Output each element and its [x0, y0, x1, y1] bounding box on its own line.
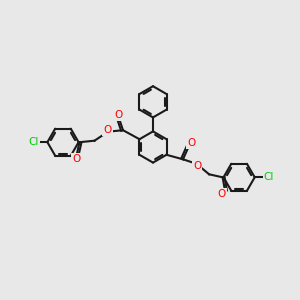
Text: O: O [217, 189, 226, 199]
Text: O: O [193, 161, 201, 171]
Text: Cl: Cl [28, 137, 38, 147]
Text: O: O [103, 125, 112, 135]
Text: O: O [114, 110, 123, 120]
Text: O: O [187, 138, 195, 148]
Text: O: O [72, 154, 81, 164]
Text: Cl: Cl [264, 172, 274, 182]
